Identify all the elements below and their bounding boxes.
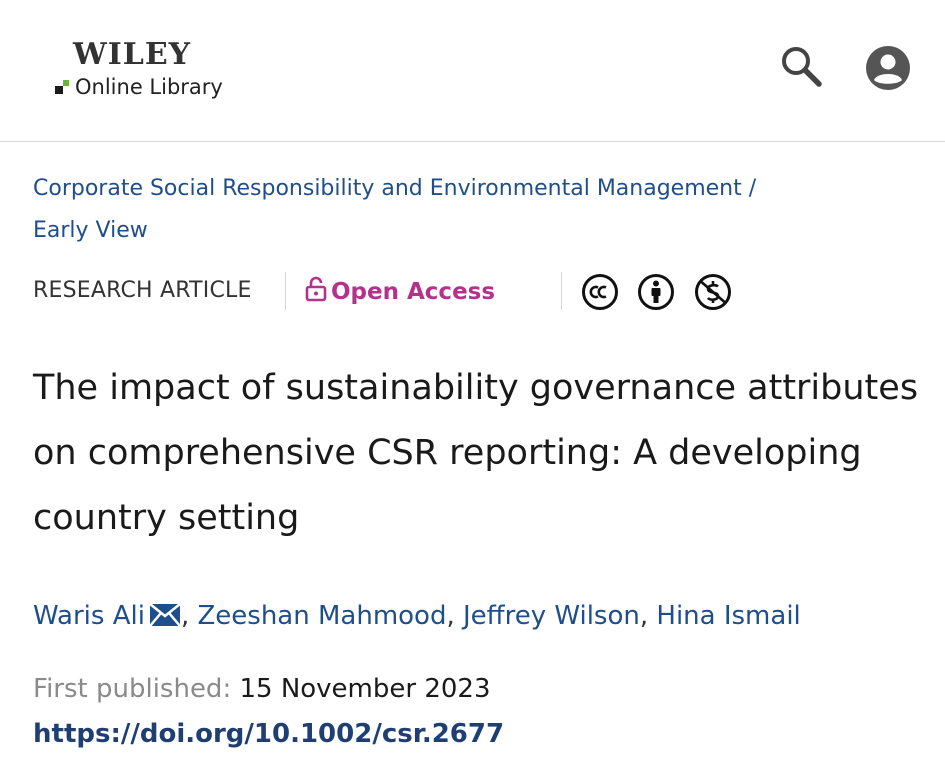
breadcrumb-separator: / — [748, 176, 757, 201]
open-access-badge: Open Access — [305, 276, 495, 305]
email-icon[interactable] — [148, 603, 181, 627]
journal-breadcrumb: Corporate Social Responsibility and Envi… — [33, 168, 893, 252]
journal-name-link[interactable]: Corporate Social Responsibility and Envi… — [33, 176, 742, 201]
logo-mark-icon — [55, 80, 71, 94]
author-separator: , — [180, 601, 198, 631]
published-date: 15 November 2023 — [239, 674, 491, 704]
open-access-label: Open Access — [331, 279, 496, 305]
author-separator: , — [446, 601, 463, 631]
author-link[interactable]: Zeeshan Mahmood — [197, 601, 447, 631]
article-meta-row: RESEARCH ARTICLE Open Access — [33, 270, 913, 314]
author-link[interactable]: Waris Ali — [33, 601, 145, 631]
article-title: The impact of sustainability governance … — [33, 368, 919, 538]
cc-icon — [582, 274, 618, 310]
logo-subtitle: Online Library — [75, 75, 223, 99]
divider — [561, 272, 562, 310]
publication-date: First published: 15 November 2023 — [33, 670, 491, 708]
account-icon — [866, 46, 910, 90]
open-lock-icon — [305, 276, 327, 302]
search-icon — [782, 47, 822, 87]
author-separator: , — [639, 601, 657, 631]
account-button[interactable] — [864, 44, 912, 92]
noncommercial-icon — [695, 274, 731, 310]
attribution-icon — [638, 274, 674, 310]
author-link[interactable]: Jeffrey Wilson — [463, 601, 640, 631]
early-view-link[interactable]: Early View — [33, 218, 148, 243]
article-type-label: RESEARCH ARTICLE — [33, 278, 252, 303]
author-link[interactable]: Hina Ismail — [656, 601, 801, 631]
published-label: First published: — [33, 674, 232, 704]
logo-brand: WILEY — [73, 37, 192, 72]
site-header: WILEY Online Library — [0, 0, 945, 142]
doi-link[interactable]: https://doi.org/10.1002/csr.2677 — [33, 719, 505, 749]
divider — [285, 272, 286, 310]
search-button[interactable] — [778, 44, 824, 90]
author-list: Waris Ali , Zeeshan Mahmood, Jeffrey Wil… — [33, 596, 933, 636]
